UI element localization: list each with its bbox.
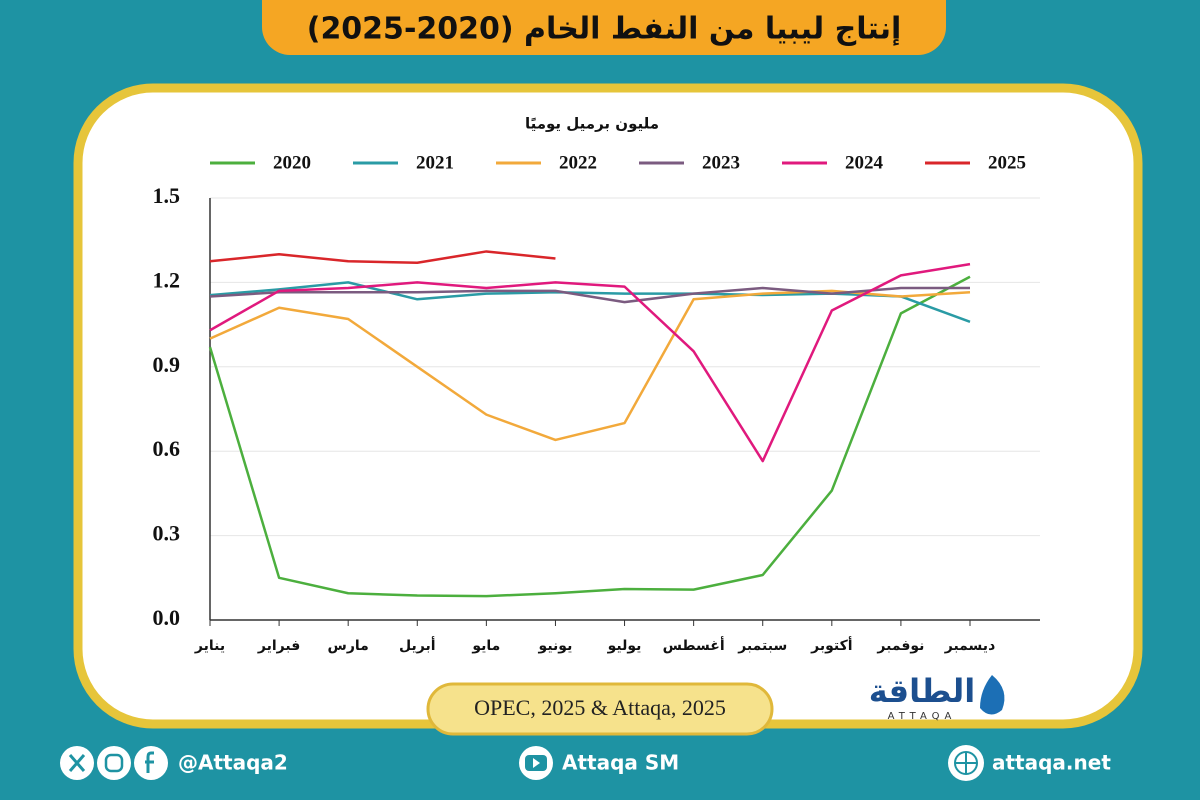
- youtube-play: [533, 758, 540, 768]
- x-tick-label: يوليو: [607, 638, 642, 654]
- y-tick-label: 0.0: [153, 605, 181, 630]
- series-line: [209, 286, 970, 304]
- footer: @Attaqa2 Attaqa SM attaqa.net: [60, 745, 1111, 781]
- social-handle: @Attaqa2: [178, 751, 288, 775]
- legend-label: 2023: [702, 152, 740, 173]
- source-pill: [426, 682, 774, 736]
- website: attaqa.net: [992, 751, 1111, 775]
- x-tick-label: نوفمبر: [876, 638, 924, 654]
- y-tick-label: 1.5: [153, 183, 181, 208]
- y-tick-label: 0.6: [153, 436, 181, 461]
- web-glyph-lines: [955, 752, 977, 774]
- series-line: [209, 250, 556, 264]
- legend-label: 2021: [416, 152, 454, 173]
- x-tick-label: يونيو: [538, 638, 573, 654]
- x-tick-label: سبتمبر: [737, 638, 787, 654]
- x-tick-label: أكتوبر: [810, 636, 852, 654]
- legend-label: 2025: [988, 152, 1026, 173]
- legend-label: 2020: [273, 152, 311, 173]
- x-glyph: [68, 754, 86, 772]
- youtube-handle: Attaqa SM: [562, 751, 679, 775]
- instagram-icon: [97, 746, 131, 780]
- x-tick-label: أبريل: [399, 636, 436, 654]
- y-tick-label: 0.9: [153, 352, 181, 377]
- legend-label: 2022: [559, 152, 597, 173]
- y-axis-label: مليون برميل يوميًا: [525, 115, 659, 133]
- x-tick-label: أغسطس: [663, 636, 725, 654]
- series-line: [209, 262, 971, 463]
- facebook-glyph: [145, 751, 154, 773]
- series-line: [209, 281, 971, 323]
- x-tick-label: فبراير: [257, 638, 300, 654]
- instagram-glyph: [104, 753, 124, 773]
- x-tick-label: مايو: [471, 638, 500, 654]
- logo-drop: [980, 675, 1005, 715]
- x-tick-label: مارس: [328, 638, 369, 654]
- logo-latin: ATTAQA: [888, 711, 957, 722]
- legend-label: 2024: [845, 152, 884, 173]
- x-tick-label: ديسمبر: [944, 638, 996, 654]
- y-tick-label: 1.2: [153, 267, 181, 292]
- series-line: [208, 275, 971, 598]
- logo-text: الطاقة: [869, 672, 976, 710]
- panel: [73, 83, 1143, 729]
- y-tick-label: 0.3: [153, 521, 181, 546]
- logo: الطاقة ATTAQA: [869, 672, 1005, 722]
- title-banner: [262, 0, 946, 55]
- source: OPEC, 2025 & Attaqa, 2025: [474, 695, 726, 720]
- x-tick-label: يناير: [194, 638, 225, 654]
- chart-title: إنتاج ليبيا من النفط الخام (2020-2025): [307, 12, 902, 47]
